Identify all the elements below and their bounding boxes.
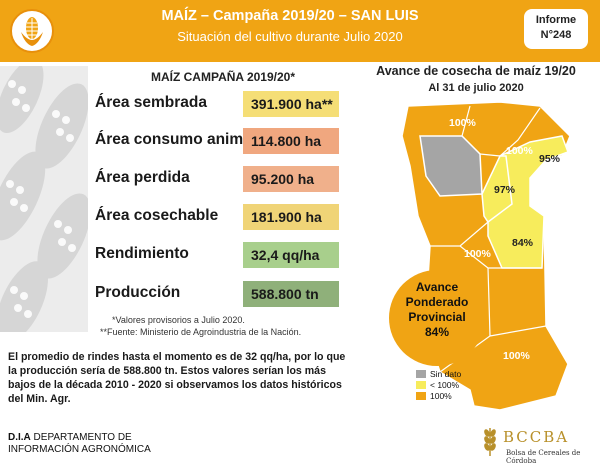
stat-label: Área sembrada [95, 94, 208, 111]
stat-value: 95.200 ha [243, 166, 339, 192]
legend-label: Sin dato [430, 368, 462, 379]
header-banner [0, 0, 600, 62]
stat-value: 32,4 qq/ha [243, 242, 339, 268]
stat-row: Rendimiento 32,4 qq/ha [95, 242, 355, 270]
stats-heading: MAÍZ CAMPAÑA 2019/20* [150, 70, 296, 84]
stat-label: Rendimiento [95, 245, 189, 262]
stat-value: 181.900 ha [243, 204, 339, 230]
map-legend: Sin dato < 100% 100% [416, 368, 461, 401]
legend-swatch [416, 369, 426, 378]
legend-item: < 100% [416, 379, 461, 390]
legend-label: < 100% [430, 379, 460, 390]
map-date: Al 31 de julio 2020 [428, 82, 524, 94]
map-label-center-east: 84% [512, 237, 534, 249]
legend-swatch [416, 391, 426, 400]
map-label-center-west: 100% [464, 248, 491, 260]
stats-notes: *Valores provisorios a Julio 2020. **Fue… [100, 314, 360, 338]
map-label-south: 100% [503, 350, 530, 362]
dia-line2: INFORMACIÓN AGRONÓMICA [8, 444, 151, 455]
bccba-subtitle: Bolsa de Cereales de Córdoba [506, 449, 581, 465]
avance-value: 84% [424, 325, 450, 339]
dia-acronym: D.I.A [8, 432, 31, 443]
summary-paragraph: El promedio de rindes hasta el momento e… [8, 351, 346, 405]
map-label-center-north: 97% [494, 184, 516, 196]
stat-row: Área perdida 95.200 ha [95, 166, 355, 194]
wheat-icon [484, 428, 496, 456]
stat-label: Área perdida [95, 169, 190, 186]
corn-logo [10, 9, 54, 53]
corn-photo [0, 66, 88, 332]
page-subtitle: Situación del cultivo durante Julio 2020 [177, 29, 403, 44]
badge-label: Informe [535, 14, 577, 26]
map-title: Avance de cosecha de maíz 19/20 [376, 64, 576, 78]
dia-line1: DEPARTAMENTO DE [30, 432, 132, 443]
stat-value: 391.900 ha** [243, 91, 339, 117]
legend-label: 100% [430, 390, 452, 401]
bccba-logo-text: BCCBA [503, 428, 570, 446]
map-label-north-center: 100% [506, 145, 533, 157]
note-provisional: *Valores provisorios a Julio 2020. [112, 315, 245, 325]
stat-row: Área consumo animal 114.800 ha [95, 128, 355, 156]
avance-ponderado-badge: Avance Ponderado Provincial 84% [389, 270, 485, 366]
badge-number: N°248 [540, 29, 572, 41]
stat-label: Producción [95, 284, 181, 301]
report-number-badge: Informe N°248 [524, 9, 588, 49]
corn-icon [21, 17, 43, 46]
avance-line1: Avance [415, 280, 459, 294]
page-title: MAÍZ – Campaña 2019/20 – SAN LUIS [161, 8, 419, 24]
avance-line3: Provincial [408, 310, 466, 324]
map-label-north-east: 95% [539, 153, 561, 165]
avance-line2: Ponderado [405, 295, 469, 309]
dia-department: D.I.A DEPARTAMENTO DE INFORMACIÓN AGRONÓ… [8, 432, 151, 456]
stat-label: Área consumo animal [95, 131, 257, 148]
stat-row: Área cosechable 181.900 ha [95, 204, 355, 232]
stat-value: 114.800 ha [243, 128, 339, 154]
legend-swatch [416, 380, 426, 389]
legend-item: Sin dato [416, 368, 461, 379]
legend-item: 100% [416, 390, 461, 401]
stat-row: Producción 588.800 tn [95, 281, 355, 309]
note-source: **Fuente: Ministerio de Agroindustria de… [100, 327, 302, 337]
stat-label: Área cosechable [95, 207, 219, 224]
map-label-north-west: 100% [449, 117, 476, 129]
stat-row: Área sembrada 391.900 ha** [95, 91, 355, 119]
stat-value: 588.800 tn [243, 281, 339, 307]
